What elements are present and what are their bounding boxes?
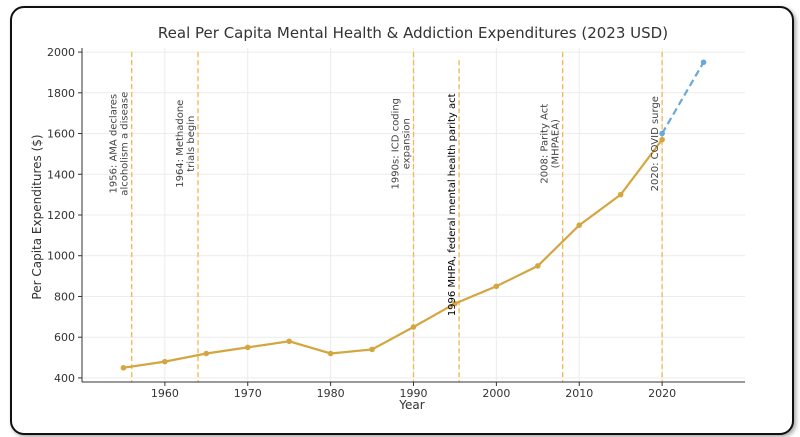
data-point-historical: [493, 283, 500, 290]
y-tick-label: 1600: [47, 128, 75, 141]
data-point-historical: [369, 346, 375, 353]
data-point-historical: [244, 344, 251, 351]
x-tick-label: 2020: [648, 387, 676, 400]
x-tick-label: 1970: [234, 387, 262, 400]
y-tick-label: 1200: [47, 209, 75, 222]
chart-title: Real Per Capita Mental Health & Addictio…: [158, 24, 668, 42]
data-point-historical: [452, 300, 458, 307]
y-tick-label: 400: [54, 372, 75, 385]
series-group: [120, 59, 707, 371]
data-point-historical: [203, 350, 210, 357]
data-point-projection: [700, 59, 707, 66]
data-point-historical: [162, 358, 168, 365]
annotation-labels: 1956: AMA declares alcoholism a disease 19…: [109, 92, 661, 316]
annotation-label: alcoholism a disease: [120, 92, 131, 196]
annotation-label: 1964: Methadone: [175, 100, 186, 188]
y-tick-label: 1400: [47, 168, 75, 181]
annotation-label: expansion: [402, 118, 413, 169]
data-point-historical: [286, 338, 292, 345]
data-point-historical: [327, 350, 334, 357]
x-tick-label: 2000: [482, 387, 510, 400]
x-tick-label: 1990: [400, 387, 428, 400]
data-point-historical: [617, 191, 624, 198]
series-line-historical: [123, 138, 664, 369]
data-point-historical: [659, 136, 665, 143]
annotation-label: 2008: Parity Act: [540, 104, 551, 184]
annotation-label: 1996 MHPA, federal mental health parity …: [447, 93, 458, 316]
x-tick-label: 2010: [565, 387, 593, 400]
annotation-lines: [131, 52, 663, 382]
data-point-projection: [659, 130, 665, 137]
annotation-label: (MHPAEA): [551, 119, 562, 168]
annotation-label: 1990s: ICD coding: [391, 98, 402, 189]
x-ticks: 1960 1970 1980 1990 2000 2010 2020: [151, 382, 676, 400]
y-ticks: 400 600 800 1000 1200 1400 1600 1800 2000: [47, 46, 82, 385]
series-line-projection: [661, 61, 705, 135]
data-point-historical: [535, 263, 541, 269]
annotation-label: 2020: COVID surge: [650, 96, 661, 191]
annotation-label: 1956: AMA declares: [109, 94, 120, 194]
y-tick-label: 2000: [47, 46, 75, 59]
y-tick-label: 600: [54, 331, 75, 344]
chart-frame: [10, 6, 794, 435]
x-tick-label: 1960: [151, 387, 179, 400]
annotation-label: trials begin: [186, 116, 197, 172]
data-point-historical: [576, 222, 583, 228]
data-point-historical: [410, 324, 417, 330]
y-tick-label: 1000: [47, 250, 75, 263]
y-tick-label: 1800: [47, 87, 75, 100]
y-tick-label: 800: [54, 290, 75, 303]
data-point-historical: [120, 364, 127, 371]
y-axis-label: Per Capita Expenditures ($): [30, 134, 44, 299]
x-tick-label: 1980: [317, 387, 345, 400]
x-axis-label: Year: [398, 398, 424, 412]
